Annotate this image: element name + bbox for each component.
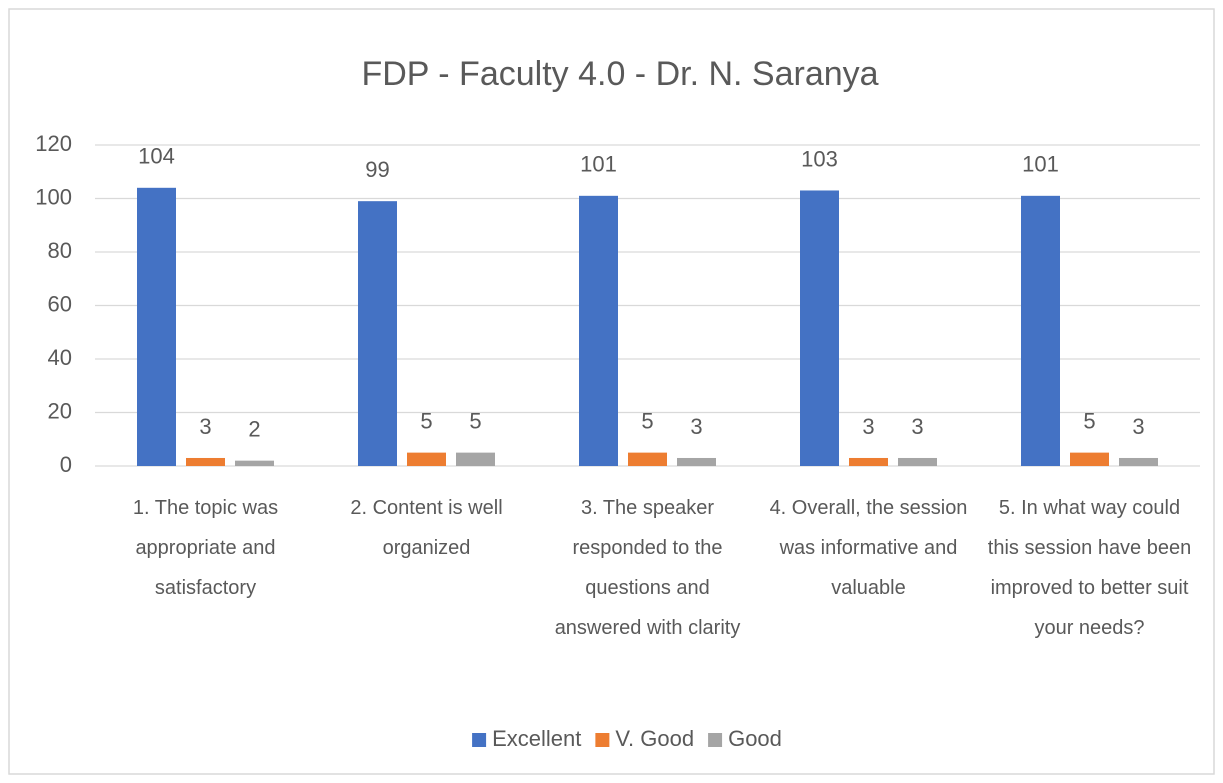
x-tick-label-box: 1. The topic was appropriate and satisfa… (132, 497, 279, 599)
x-tick-label-box: 5. In what way could this session have b… (987, 497, 1192, 639)
data-label: 101 (580, 152, 617, 177)
legend-swatch (708, 733, 723, 747)
bar (628, 452, 667, 466)
bar (1119, 457, 1158, 466)
bar (898, 457, 937, 466)
data-label: 104 (138, 144, 175, 169)
x-tick-label: 5. In what way could this session have b… (987, 497, 1192, 639)
legend-label: Good (728, 726, 782, 751)
data-label: 101 (1022, 152, 1059, 177)
y-tick-label: 60 (48, 291, 72, 316)
legend-item: Good (708, 726, 782, 751)
bar (677, 457, 716, 466)
bar (186, 457, 225, 466)
bar (358, 201, 397, 467)
bar (579, 195, 618, 466)
bar (1021, 195, 1060, 466)
y-tick-label: 20 (48, 398, 72, 423)
x-tick-label: 4. Overall, the session was informative … (769, 497, 968, 599)
y-tick-label: 40 (48, 345, 72, 370)
data-label: 5 (469, 408, 481, 433)
data-label: 5 (641, 408, 653, 433)
legend-item: Excellent (472, 726, 581, 751)
data-label: 3 (862, 414, 874, 439)
x-tick-label-box: 3. The speaker responded to the question… (554, 497, 741, 639)
legend-label: Excellent (492, 726, 581, 751)
data-label: 3 (1132, 414, 1144, 439)
chart-title: FDP - Faculty 4.0 - Dr. N. Saranya (361, 55, 878, 93)
data-label: 3 (911, 414, 923, 439)
x-tick-label: 3. The speaker responded to the question… (554, 497, 741, 639)
bar (137, 187, 176, 467)
data-label: 3 (199, 414, 211, 439)
bar (1070, 452, 1109, 466)
data-label: 5 (420, 408, 432, 433)
y-tick-label: 120 (35, 131, 72, 156)
x-tick-label: 1. The topic was appropriate and satisfa… (132, 497, 279, 599)
data-label: 3 (690, 414, 702, 439)
data-label: 5 (1083, 408, 1095, 433)
data-label: 2 (248, 416, 260, 441)
bar (407, 452, 446, 466)
bar (235, 460, 274, 466)
bar (800, 190, 839, 466)
legend-item: V. Good (595, 726, 694, 751)
y-tick-label: 100 (35, 184, 72, 209)
x-tick-label-box: 4. Overall, the session was informative … (769, 497, 968, 599)
legend-swatch (595, 733, 610, 747)
data-label: 99 (365, 157, 389, 182)
y-tick-label: 0 (60, 452, 72, 477)
x-tick-label: 2. Content is well organized (350, 497, 503, 559)
legend-swatch (472, 733, 487, 747)
y-tick-label: 80 (48, 238, 72, 263)
data-label: 103 (801, 146, 838, 171)
bar (849, 457, 888, 466)
bar (456, 452, 495, 466)
x-tick-label-box: 2. Content is well organized (350, 497, 503, 559)
legend-label: V. Good (615, 726, 694, 751)
